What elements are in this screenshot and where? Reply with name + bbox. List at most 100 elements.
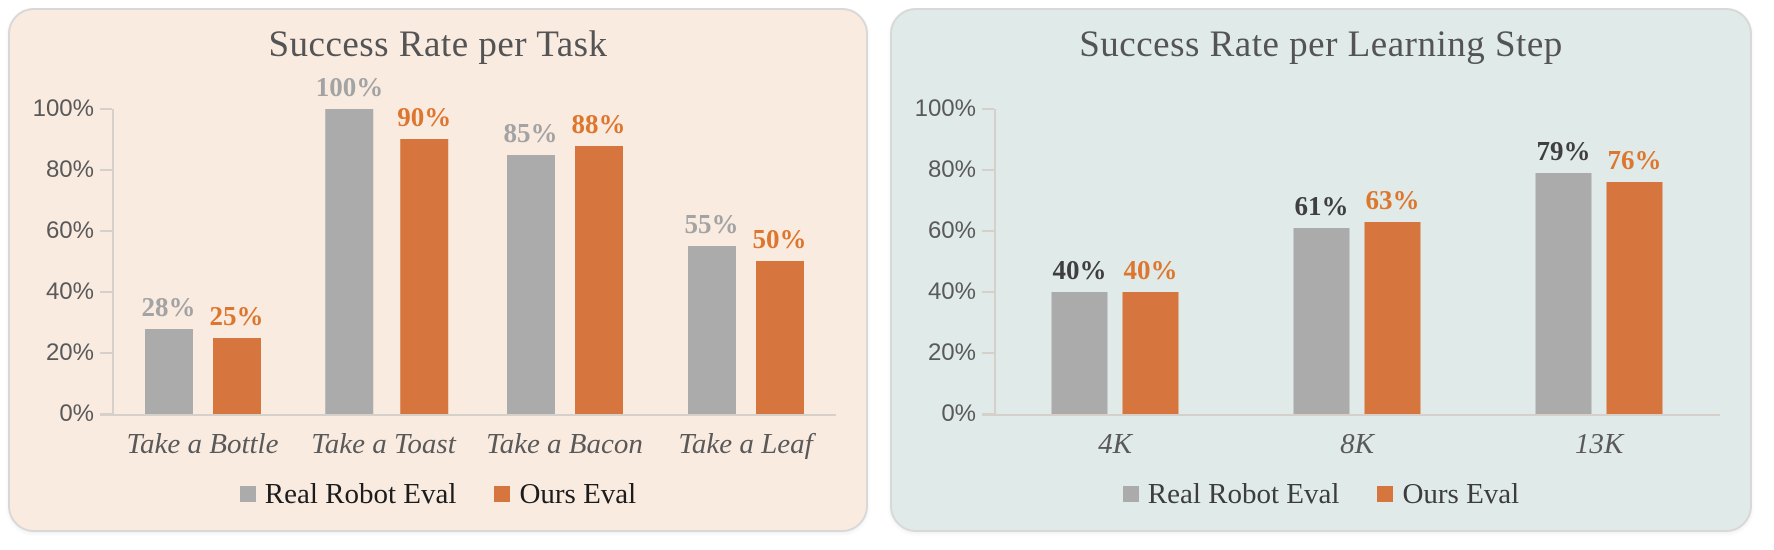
bar <box>506 155 555 414</box>
bar <box>212 338 261 414</box>
bar <box>1122 292 1179 414</box>
legend-label: Ours Eval <box>519 478 637 510</box>
bar-column: 25% <box>210 301 264 414</box>
chart-title: Success Rate per Task <box>268 24 608 65</box>
bar-column: 88% <box>572 109 626 414</box>
bar-column: 85% <box>504 118 558 414</box>
y-tick <box>982 413 994 415</box>
bar-value-label: 63% <box>1365 185 1420 215</box>
bar-value-label: 40% <box>1123 255 1178 285</box>
category-axis: 4K 8K 13K <box>994 414 1720 468</box>
bar-value-label: 90% <box>397 102 452 132</box>
bar-value-label: 100% <box>315 72 384 102</box>
y-tick-label: 60% <box>45 217 94 244</box>
bar-value-label: 79% <box>1536 136 1591 166</box>
legend-swatch-icon <box>494 486 511 502</box>
plot-area: 0% 20% 40% 60% 80% 100% 40% 40% 61% 63% 79% 76% <box>915 95 1720 427</box>
y-tick <box>100 230 112 232</box>
bar-group: 85% 88% <box>504 109 626 414</box>
legend-item: Ours Eval <box>1377 478 1519 510</box>
legend-label: Real Robot Eval <box>264 478 457 510</box>
bar <box>1293 228 1350 414</box>
y-tick <box>100 413 112 415</box>
bar-value-label: 55% <box>684 209 739 239</box>
y-tick-label: 20% <box>927 339 976 366</box>
bar-column: 76% <box>1606 145 1663 414</box>
bar-group: 100% 90% <box>315 72 451 414</box>
bar-value-label: 76% <box>1607 145 1662 175</box>
task-chart-card: Success Rate per Task 0% 20% 40% 60% 80% 100%… <box>8 8 868 532</box>
y-tick-label: 0% <box>59 400 94 427</box>
y-tick <box>982 169 994 171</box>
chart-title: Success Rate per Learning Step <box>1079 24 1563 65</box>
legend: Real Robot Eval Ours Eval <box>10 474 866 514</box>
y-tick <box>100 169 112 171</box>
bar <box>755 261 804 414</box>
legend-label: Ours Eval <box>1402 478 1520 510</box>
bar-column: 90% <box>397 102 451 414</box>
y-tick-label: 100% <box>32 95 94 122</box>
y-tick-label: 40% <box>45 278 94 305</box>
bar <box>574 146 623 414</box>
bar-value-label: 25% <box>209 301 264 331</box>
bar-column: 40% <box>1051 255 1108 414</box>
bar-value-label: 40% <box>1052 255 1107 285</box>
y-tick-label: 40% <box>927 278 976 305</box>
bar-column: 28% <box>142 292 196 414</box>
bar-group: 40% 40% <box>1051 255 1179 414</box>
bar-column: 40% <box>1122 255 1179 414</box>
bar <box>144 329 193 414</box>
y-tick <box>100 291 112 293</box>
y-tick-label: 80% <box>927 156 976 183</box>
y-tick-label: 60% <box>927 217 976 244</box>
bar-group: 55% 50% <box>685 209 807 414</box>
category-label: 13K <box>1574 428 1624 460</box>
legend-swatch-icon <box>1122 486 1139 502</box>
legend-item: Real Robot Eval <box>1122 478 1340 510</box>
category-label: Take a Leaf <box>678 428 813 460</box>
bar <box>400 139 449 414</box>
bar-value-label: 85% <box>503 118 558 148</box>
bar-group: 61% 63% <box>1293 185 1421 414</box>
bar-value-label: 61% <box>1294 191 1349 221</box>
bar-column: 63% <box>1364 185 1421 414</box>
bar-group: 28% 25% <box>142 292 264 414</box>
x-axis-baseline <box>100 414 836 416</box>
legend-swatch-icon <box>1377 486 1394 502</box>
y-tick-label: 100% <box>914 95 976 122</box>
y-tick <box>982 108 994 110</box>
y-tick-label: 0% <box>941 400 976 427</box>
y-tick-label: 20% <box>45 339 94 366</box>
category-label: 8K <box>1340 428 1374 460</box>
category-axis: Take a Bottle Take a Toast Take a Bacon Tak… <box>112 414 836 468</box>
y-tick <box>982 230 994 232</box>
legend-item: Real Robot Eval <box>239 478 457 510</box>
legend-label: Real Robot Eval <box>1147 478 1340 510</box>
bar-column: 55% <box>685 209 739 414</box>
category-label: Take a Toast <box>311 428 456 460</box>
y-tick <box>100 352 112 354</box>
bar <box>1606 182 1663 414</box>
bar-group: 79% 76% <box>1535 136 1663 414</box>
bar <box>1535 173 1592 414</box>
y-tick <box>982 352 994 354</box>
x-axis-baseline <box>982 414 1720 416</box>
y-tick <box>100 108 112 110</box>
y-tick-label: 80% <box>45 156 94 183</box>
legend: Real Robot Eval Ours Eval <box>892 474 1750 514</box>
legend-item: Ours Eval <box>494 478 636 510</box>
bar-column: 100% <box>315 72 384 414</box>
bar-value-label: 50% <box>752 224 807 254</box>
y-axis-line <box>994 109 996 414</box>
category-label: Take a Bottle <box>126 428 279 460</box>
bar <box>1364 222 1421 414</box>
plot-area: 0% 20% 40% 60% 80% 100% 28% 25% 100% 90% 85% 88% 55%… <box>33 72 836 427</box>
bar <box>687 246 736 414</box>
legend-swatch-icon <box>239 486 256 502</box>
category-label: Take a Bacon <box>486 428 643 460</box>
learning-step-chart-card: Success Rate per Learning Step 0% 20% 40% 6… <box>890 8 1752 532</box>
bar <box>1051 292 1108 414</box>
bar <box>325 109 374 414</box>
bar-value-label: 88% <box>571 109 626 139</box>
